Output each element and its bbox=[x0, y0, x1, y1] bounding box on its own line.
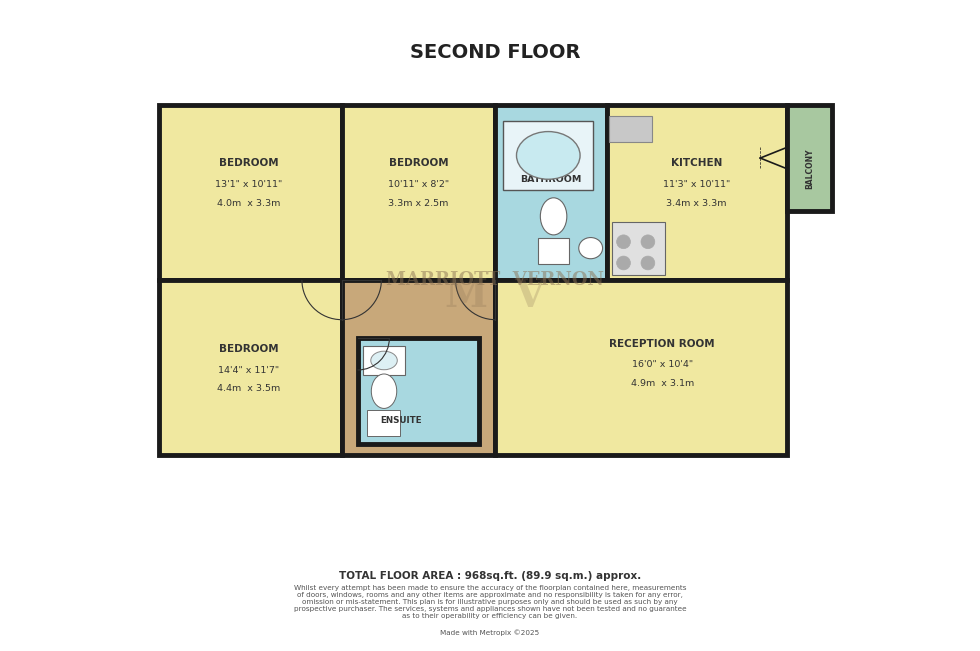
Bar bbox=[610, 116, 652, 142]
Text: BEDROOM: BEDROOM bbox=[220, 344, 278, 353]
Text: RECEPTION ROOM: RECEPTION ROOM bbox=[610, 339, 715, 348]
Circle shape bbox=[641, 235, 655, 249]
Text: BEDROOM: BEDROOM bbox=[220, 158, 278, 169]
Bar bbox=[368, 409, 400, 436]
Ellipse shape bbox=[370, 351, 397, 370]
Bar bbox=[607, 105, 787, 280]
Bar bbox=[612, 221, 664, 275]
Circle shape bbox=[616, 256, 630, 270]
Text: 14'4" x 11'7": 14'4" x 11'7" bbox=[219, 365, 279, 374]
Text: 13'1" x 10'11": 13'1" x 10'11" bbox=[216, 180, 282, 189]
Bar bbox=[495, 105, 607, 280]
Bar bbox=[787, 105, 832, 211]
Text: TOTAL FLOOR AREA : 968sq.ft. (89.9 sq.m.) approx.: TOTAL FLOOR AREA : 968sq.ft. (89.9 sq.m.… bbox=[339, 571, 641, 581]
Bar bbox=[159, 280, 342, 455]
Ellipse shape bbox=[540, 198, 566, 235]
Bar bbox=[342, 280, 495, 455]
Ellipse shape bbox=[579, 238, 603, 258]
Bar bbox=[495, 280, 787, 455]
Text: BEDROOM: BEDROOM bbox=[389, 158, 448, 169]
Text: MARRIOTT  VERNON: MARRIOTT VERNON bbox=[386, 271, 605, 289]
Text: 4.4m  x 3.5m: 4.4m x 3.5m bbox=[218, 384, 280, 393]
Text: Made with Metropix ©2025: Made with Metropix ©2025 bbox=[440, 630, 540, 636]
Text: M  V: M V bbox=[445, 277, 546, 315]
Text: 16'0" x 10'4": 16'0" x 10'4" bbox=[632, 360, 693, 369]
Text: BATHROOM: BATHROOM bbox=[520, 174, 581, 184]
Text: 4.9m  x 3.1m: 4.9m x 3.1m bbox=[630, 379, 694, 388]
Circle shape bbox=[616, 235, 630, 249]
Text: 4.0m  x 3.3m: 4.0m x 3.3m bbox=[218, 199, 280, 208]
Text: 10'11" x 8'2": 10'11" x 8'2" bbox=[388, 180, 449, 189]
Text: 3.3m x 2.5m: 3.3m x 2.5m bbox=[388, 199, 449, 208]
Text: Whilst every attempt has been made to ensure the accuracy of the floorplan conta: Whilst every attempt has been made to en… bbox=[294, 585, 686, 619]
Text: BALCONY: BALCONY bbox=[805, 148, 814, 189]
Text: ENSUITE: ENSUITE bbox=[380, 416, 422, 425]
Text: 11'3" x 10'11": 11'3" x 10'11" bbox=[663, 180, 730, 189]
Bar bbox=[504, 121, 593, 190]
Bar bbox=[358, 339, 479, 444]
Text: KITCHEN: KITCHEN bbox=[671, 158, 722, 169]
Bar bbox=[363, 346, 405, 376]
Text: 3.4m x 3.3m: 3.4m x 3.3m bbox=[666, 199, 727, 208]
Bar bbox=[538, 238, 569, 264]
Bar bbox=[159, 105, 342, 280]
Ellipse shape bbox=[371, 374, 397, 408]
Bar bbox=[342, 105, 495, 280]
Ellipse shape bbox=[516, 132, 580, 179]
Circle shape bbox=[641, 256, 655, 270]
Text: SECOND FLOOR: SECOND FLOOR bbox=[410, 42, 580, 62]
